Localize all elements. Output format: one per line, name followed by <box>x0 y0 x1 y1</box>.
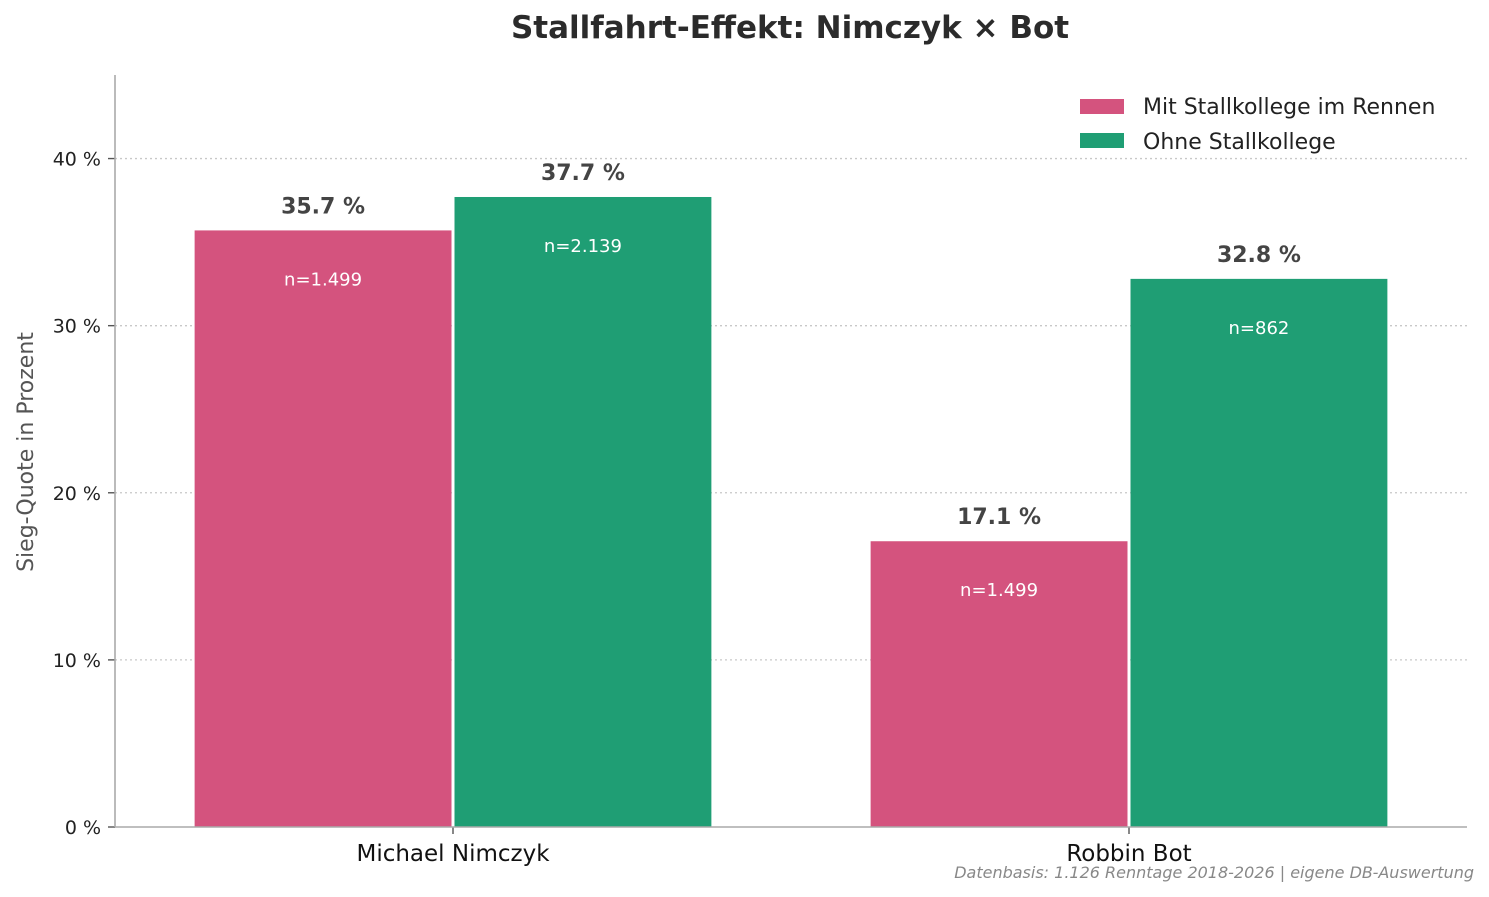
axes: 0 % 10 % 20 % 30 % 40 % Michael Nimczyk Robbin… <box>53 75 1467 867</box>
y-tick-label-20: 20 % <box>53 483 101 505</box>
bar-michael-nimczyk-mit <box>194 230 452 827</box>
legend: Mit Stallkollege im Rennen Ohne Stallkol… <box>1080 95 1435 155</box>
footnote: Datenbasis: 1.126 Renntage 2018-2026 | e… <box>954 863 1474 882</box>
y-tick-label-10: 10 % <box>53 650 101 672</box>
n-label-michael-nimczyk-ohne: n=2.139 <box>544 236 622 257</box>
legend-label-mit-stallkollege: Mit Stallkollege im Rennen <box>1143 95 1435 120</box>
y-tick-label-40: 40 % <box>53 149 101 171</box>
data-labels: 35.7 % n=1.499 37.7 % n=2.139 17.1 % n=1.499 3… <box>281 161 1301 601</box>
n-label-robbin-bot-ohne: n=862 <box>1229 318 1290 339</box>
value-label-robbin-bot-mit: 17.1 % <box>957 505 1041 530</box>
value-label-michael-nimczyk-ohne: 37.7 % <box>541 161 625 186</box>
y-tick-label-0: 0 % <box>65 817 101 839</box>
bar-robbin-bot-ohne <box>1130 278 1388 827</box>
bar-michael-nimczyk-ohne <box>454 196 712 828</box>
x-tick-label-michael-nimczyk: Michael Nimczyk <box>356 841 550 867</box>
legend-swatch-mit-stallkollege <box>1080 99 1124 114</box>
bars <box>194 196 1388 828</box>
y-tick-label-30: 30 % <box>53 316 101 338</box>
legend-label-ohne-stallkollege: Ohne Stallkollege <box>1143 130 1336 155</box>
n-label-michael-nimczyk-mit: n=1.499 <box>284 269 362 290</box>
legend-swatch-ohne-stallkollege <box>1080 133 1124 148</box>
x-tick-label-robbin-bot: Robbin Bot <box>1066 841 1191 867</box>
value-label-michael-nimczyk-mit: 35.7 % <box>281 194 365 219</box>
value-label-robbin-bot-ohne: 32.8 % <box>1217 243 1301 268</box>
n-label-robbin-bot-mit: n=1.499 <box>960 580 1038 601</box>
chart-title: Stallfahrt-Effekt: Nimczyk × Bot <box>511 10 1069 46</box>
bar-robbin-bot-mit <box>870 541 1128 827</box>
y-axis-label: Sieg-Quote in Prozent <box>14 332 39 572</box>
